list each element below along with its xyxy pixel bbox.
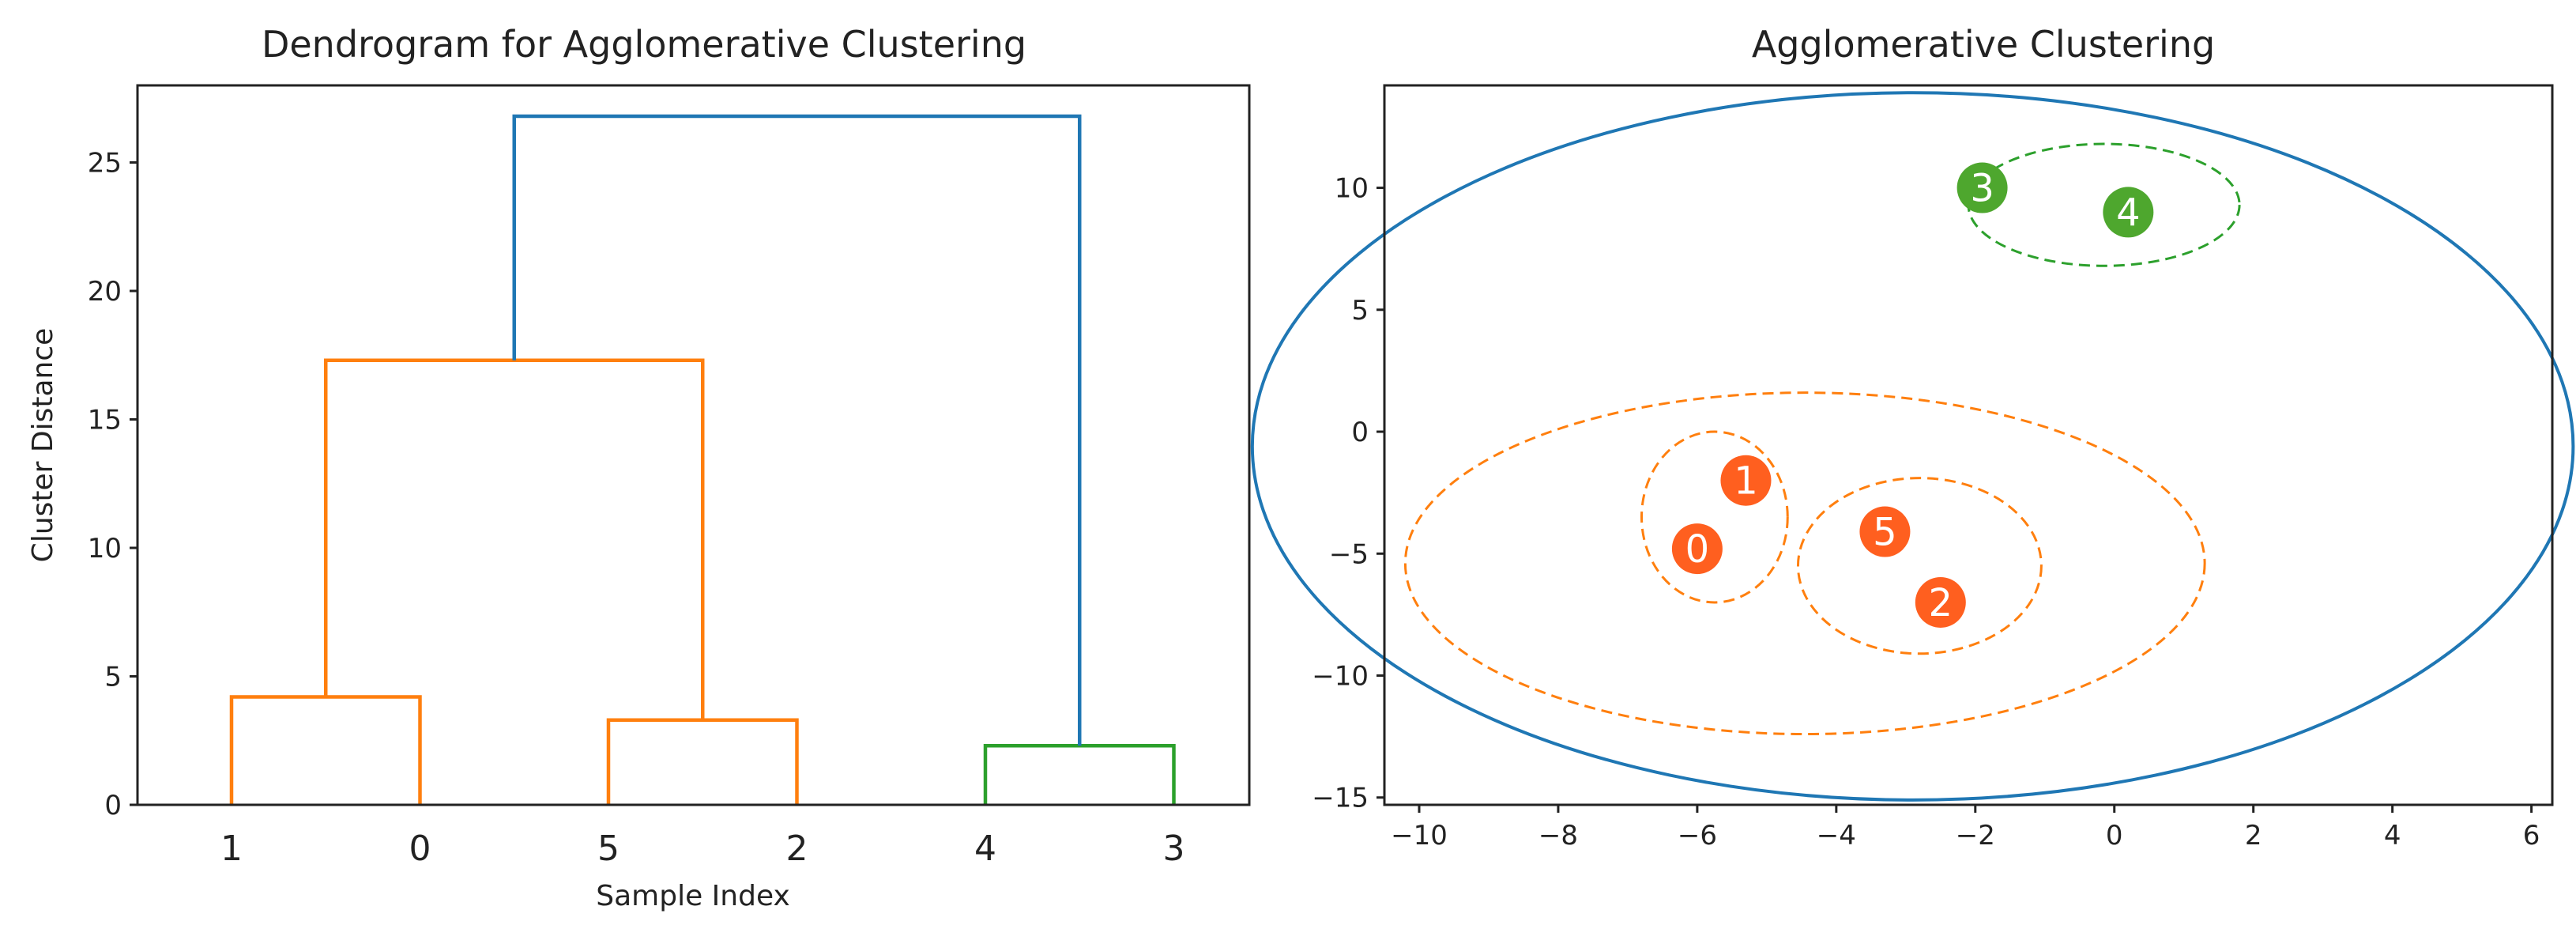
scatter-title: Agglomerative Clustering bbox=[1752, 23, 2215, 66]
dendrogram-axes-frame bbox=[136, 84, 1251, 806]
scatter-xtick-label: 6 bbox=[2523, 820, 2540, 851]
dendrogram-title: Dendrogram for Agglomerative Clustering bbox=[262, 23, 1026, 66]
scatter-point-marker bbox=[1671, 523, 1723, 575]
scatter-point-label: 1 bbox=[1734, 459, 1758, 504]
dendrogram-link-3 bbox=[324, 358, 705, 720]
scatter-ytick-label: 0 bbox=[1351, 417, 1369, 448]
scatter-xtick-label: −8 bbox=[1538, 820, 1578, 851]
dendrogram-leaf-label: 3 bbox=[1163, 829, 1185, 869]
dendrogram-ytick-label: 10 bbox=[88, 533, 122, 564]
scatter-point-3: 3 bbox=[1956, 162, 2008, 213]
dendrogram-link-2 bbox=[983, 744, 1176, 805]
scatter-ytick-label: 5 bbox=[1351, 295, 1369, 327]
dendrogram-link-1 bbox=[606, 718, 799, 805]
scatter-point-marker bbox=[1720, 455, 1772, 506]
scatter-point-marker bbox=[1915, 576, 1966, 628]
dendrogram-xlabel: Sample Index bbox=[596, 880, 790, 912]
scatter-point-marker bbox=[2103, 187, 2154, 238]
scatter-point-label: 3 bbox=[1970, 167, 1994, 211]
cluster-ellipse-dashed-2 bbox=[1796, 477, 2043, 655]
dendrogram-ytick-label: 15 bbox=[88, 405, 122, 436]
dendrogram-ytick-label: 25 bbox=[88, 148, 122, 179]
scatter-point-label: 0 bbox=[1685, 527, 1710, 572]
scatter-ytick-label: −15 bbox=[1312, 783, 1369, 814]
scatter-axes-frame bbox=[1383, 84, 2554, 806]
scatter-point-4: 4 bbox=[2103, 187, 2154, 238]
dendrogram-panel: Dendrogram for Agglomerative Clustering … bbox=[27, 23, 1251, 912]
cluster-ellipse-dashed-1 bbox=[1640, 430, 1789, 604]
scatter-point-label: 4 bbox=[2116, 191, 2141, 235]
scatter-xtick-label: −10 bbox=[1391, 820, 1448, 851]
scatter-point-label: 2 bbox=[1929, 581, 1953, 625]
scatter-point-label: 5 bbox=[1873, 511, 1897, 555]
scatter-xtick-label: 2 bbox=[2245, 820, 2262, 851]
dendrogram-leaf-label: 2 bbox=[786, 829, 808, 869]
scatter-xtick-label: −2 bbox=[1956, 820, 1995, 851]
dendrogram-leaf-label: 1 bbox=[220, 829, 243, 869]
dendrogram-ylabel: Cluster Distance bbox=[27, 328, 59, 563]
scatter-point-marker bbox=[1859, 506, 1911, 557]
dendrogram-link-0 bbox=[229, 695, 422, 805]
scatter-point-5: 5 bbox=[1859, 506, 1911, 557]
dendrogram-leaf-label: 4 bbox=[974, 829, 996, 869]
scatter-point-marker bbox=[1956, 162, 2008, 213]
cluster-ellipse-dashed-0 bbox=[1967, 142, 2241, 267]
cluster-ellipse-dashed-3 bbox=[1403, 391, 2206, 736]
scatter-ytick-label: −5 bbox=[1329, 538, 1369, 570]
scatter-ytick-label: 10 bbox=[1335, 173, 1369, 205]
scatter-point-0: 0 bbox=[1671, 523, 1723, 575]
dendrogram-link-4 bbox=[512, 114, 1082, 746]
scatter-xtick-label: −6 bbox=[1678, 820, 1717, 851]
cluster-ellipse-4 bbox=[1250, 91, 2575, 802]
scatter-xtick-label: 0 bbox=[2106, 820, 2123, 851]
scatter-point-2: 2 bbox=[1915, 576, 1966, 628]
scatter-xtick-label: −4 bbox=[1817, 820, 1856, 851]
dendrogram-ytick-label: 0 bbox=[104, 790, 122, 821]
scatter-ytick-label: −10 bbox=[1312, 661, 1369, 693]
scatter-point-1: 1 bbox=[1720, 455, 1772, 506]
dendrogram-ytick-label: 5 bbox=[104, 662, 122, 693]
scatter-xtick-label: 4 bbox=[2384, 820, 2401, 851]
dendrogram-leaf-label: 0 bbox=[409, 829, 431, 869]
dendrogram-ytick-label: 20 bbox=[88, 276, 122, 308]
dendrogram-leaf-label: 5 bbox=[597, 829, 620, 869]
